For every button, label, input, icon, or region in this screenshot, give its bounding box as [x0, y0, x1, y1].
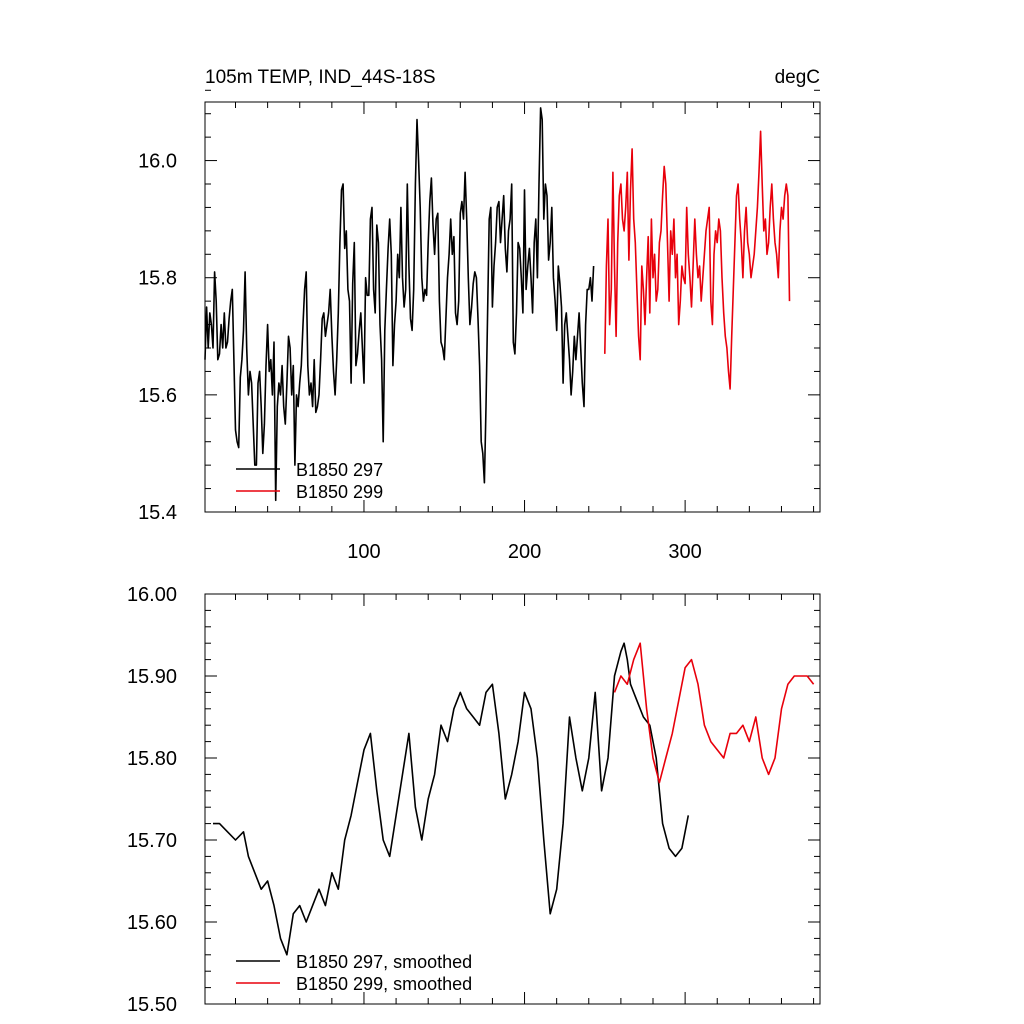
x-tick-label: 200: [508, 541, 541, 563]
y-tick-label: 15.4: [138, 502, 177, 524]
top-panel-legend: B1850 297 B1850 299: [236, 460, 383, 502]
bottom-panel: 15.50 15.60 15.70 15.80 15.90 16.00 B1850 297…: [127, 584, 821, 1016]
legend-label-b1850-297: B1850 297: [296, 460, 383, 480]
bottom-panel-series: [213, 642, 815, 956]
top-panel: 105m TEMP, IND_44S-18S degC 100 200 300 15.…: [138, 67, 821, 563]
series-line-b1850-299: [604, 130, 791, 390]
series-line-b1850-299-smoothed: [613, 642, 815, 784]
legend-label-b1850-299: B1850 299: [296, 482, 383, 502]
x-tick-label: 300: [668, 541, 701, 563]
y-tick-label: 15.50: [127, 994, 177, 1016]
x-tick-label: 100: [347, 541, 380, 563]
top-panel-title: 105m TEMP, IND_44S-18S: [205, 67, 436, 88]
y-tick-label: 15.6: [138, 385, 177, 407]
y-tick-label: 16.00: [127, 584, 177, 606]
y-tick-label: 15.70: [127, 830, 177, 852]
y-tick-label: 15.90: [127, 666, 177, 688]
bottom-panel-legend: B1850 297, smoothed B1850 299, smoothed: [236, 952, 472, 994]
y-tick-label: 15.80: [127, 748, 177, 770]
y-tick-label: 15.60: [127, 912, 177, 934]
plot-frame: [204, 101, 821, 513]
legend-label-b1850-297-smoothed: B1850 297, smoothed: [296, 952, 472, 972]
top-panel-axes: 100 200 300 15.4 15.6 15.8 16.0: [138, 89, 821, 563]
y-tick-label: 16.0: [138, 151, 177, 173]
series-line-b1850-297-smoothed: [213, 642, 690, 956]
legend-label-b1850-299-smoothed: B1850 299, smoothed: [296, 974, 472, 994]
y-tick-label: 15.8: [138, 268, 177, 290]
bottom-panel-axes: 15.50 15.60 15.70 15.80 15.90 16.00: [127, 584, 821, 1016]
plot-frame: [204, 593, 821, 1005]
series-line-b1850-297: [204, 107, 595, 502]
top-panel-series: [204, 107, 791, 502]
top-panel-units: degC: [775, 67, 820, 88]
